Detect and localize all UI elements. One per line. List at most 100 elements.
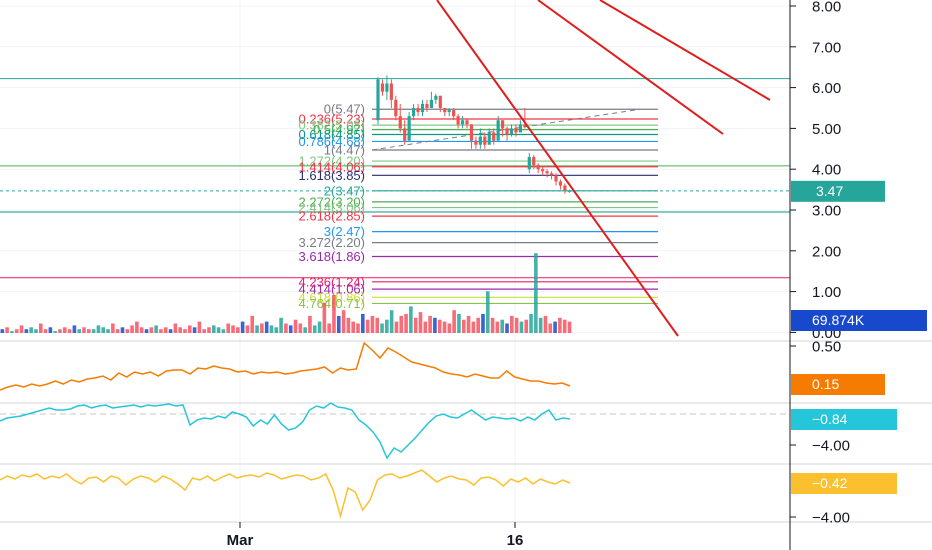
indicator-tick-label: −4.00 bbox=[812, 438, 850, 455]
volume-bars bbox=[0, 253, 572, 333]
volume-bar bbox=[77, 329, 82, 333]
candles[interactable] bbox=[376, 75, 571, 194]
candle-body bbox=[376, 79, 380, 121]
candle-body bbox=[549, 173, 554, 176]
fib-level-label: 0.5(4.97) bbox=[313, 122, 365, 137]
indicator-tick-label: −4.00 bbox=[812, 510, 850, 527]
volume-bar bbox=[149, 327, 154, 333]
volume-bar bbox=[394, 321, 399, 333]
trend-lines[interactable] bbox=[436, 0, 771, 337]
volume-bar bbox=[91, 329, 96, 333]
volume-bar bbox=[327, 323, 331, 333]
candle-body bbox=[394, 99, 398, 117]
price-tick-label: 6.00 bbox=[812, 80, 841, 97]
price-tick-label: 3.00 bbox=[812, 203, 841, 220]
fib-level-label: 0.786(4.68) bbox=[299, 134, 366, 149]
candle-body bbox=[469, 124, 474, 141]
fib-level-label: 0.382(5.08) bbox=[299, 118, 366, 133]
volume-bar bbox=[481, 314, 485, 333]
volume-bar bbox=[10, 331, 14, 333]
volume-bar bbox=[264, 321, 269, 333]
volume-bar bbox=[447, 323, 452, 333]
volume-bar bbox=[332, 295, 336, 333]
time-tick-label: Mar bbox=[227, 532, 254, 549]
volume-bar bbox=[101, 327, 106, 333]
volume-bar bbox=[14, 329, 19, 333]
volume-bar bbox=[433, 317, 437, 333]
volume-bar bbox=[485, 291, 490, 333]
volume-badge bbox=[791, 310, 927, 331]
volume-bar bbox=[385, 319, 389, 333]
candle-body bbox=[505, 128, 509, 135]
volume-bar bbox=[298, 323, 303, 333]
volume-bar bbox=[524, 319, 529, 333]
volume-bar bbox=[38, 323, 43, 333]
trend-line bbox=[537, 0, 724, 135]
candle-body bbox=[425, 103, 429, 108]
volume-bar bbox=[226, 323, 231, 333]
volume-bar bbox=[284, 323, 288, 333]
volume-bar bbox=[67, 329, 72, 333]
volume-bar bbox=[553, 321, 557, 333]
indicator-tick-label: 0.50 bbox=[812, 339, 841, 356]
candle-body bbox=[545, 171, 549, 174]
volume-bar bbox=[322, 302, 327, 333]
volume-bar bbox=[543, 315, 548, 333]
candle-body bbox=[492, 132, 496, 141]
candle-body bbox=[474, 140, 478, 145]
volume-bar bbox=[466, 315, 471, 333]
volume-bar bbox=[346, 317, 351, 333]
time-axis[interactable]: Mar 16 bbox=[227, 522, 524, 549]
volume-bar bbox=[361, 314, 365, 333]
volume-bar bbox=[130, 325, 134, 333]
candle-body bbox=[429, 99, 433, 108]
volume-bar bbox=[423, 321, 428, 333]
volume-bar bbox=[48, 327, 53, 333]
price-tick-label: 5.00 bbox=[812, 121, 841, 138]
volume-bar bbox=[115, 329, 120, 333]
volume-bar bbox=[24, 329, 29, 333]
fib-level-label: 0(5.47) bbox=[324, 102, 365, 117]
volume-bar bbox=[452, 310, 456, 333]
fib-level-label: 1(4.47) bbox=[324, 143, 365, 158]
volume-bar bbox=[187, 325, 192, 333]
indicator-line-cyan bbox=[0, 402, 571, 460]
indicator-line-orange bbox=[0, 341, 571, 391]
volume-bar bbox=[58, 329, 62, 333]
volume-bar bbox=[82, 327, 86, 333]
candle-body bbox=[385, 83, 389, 92]
candle-body bbox=[416, 108, 420, 113]
volume-bar bbox=[351, 321, 355, 333]
fib-extension[interactable]: 0(5.47)0.236(5.23)0.382(5.08)0.5(4.97)0.… bbox=[299, 102, 659, 311]
fib-level-label: 0.618(4.85) bbox=[299, 127, 366, 142]
volume-bar bbox=[62, 327, 67, 333]
indicator-panes bbox=[0, 340, 932, 523]
candle-body bbox=[438, 95, 442, 108]
fib-level-label: 1.618(3.85) bbox=[299, 168, 366, 183]
volume-bar bbox=[562, 319, 567, 333]
volume-bar bbox=[308, 315, 312, 333]
volume-bar bbox=[125, 329, 130, 333]
candle-body bbox=[398, 116, 402, 129]
volume-bar bbox=[534, 253, 538, 333]
candle-body bbox=[456, 116, 460, 125]
price-tick-label: 7.00 bbox=[812, 39, 841, 56]
volume-bar bbox=[0, 329, 5, 333]
indicator-badge bbox=[791, 473, 897, 494]
volume-bar bbox=[399, 315, 404, 333]
price-tick-label: 8.00 bbox=[812, 0, 841, 16]
candle-body bbox=[412, 108, 416, 117]
volume-bar bbox=[471, 321, 476, 333]
candle-body bbox=[465, 120, 469, 125]
candle-body bbox=[558, 181, 563, 186]
volume-bar bbox=[120, 327, 125, 333]
volume-bar bbox=[490, 317, 495, 333]
volume-bar bbox=[428, 315, 432, 333]
volume-bar bbox=[510, 315, 514, 333]
volume-bar bbox=[202, 329, 206, 333]
volume-bar bbox=[192, 327, 197, 333]
volume-bar bbox=[183, 329, 187, 333]
volume-bar bbox=[53, 331, 57, 333]
